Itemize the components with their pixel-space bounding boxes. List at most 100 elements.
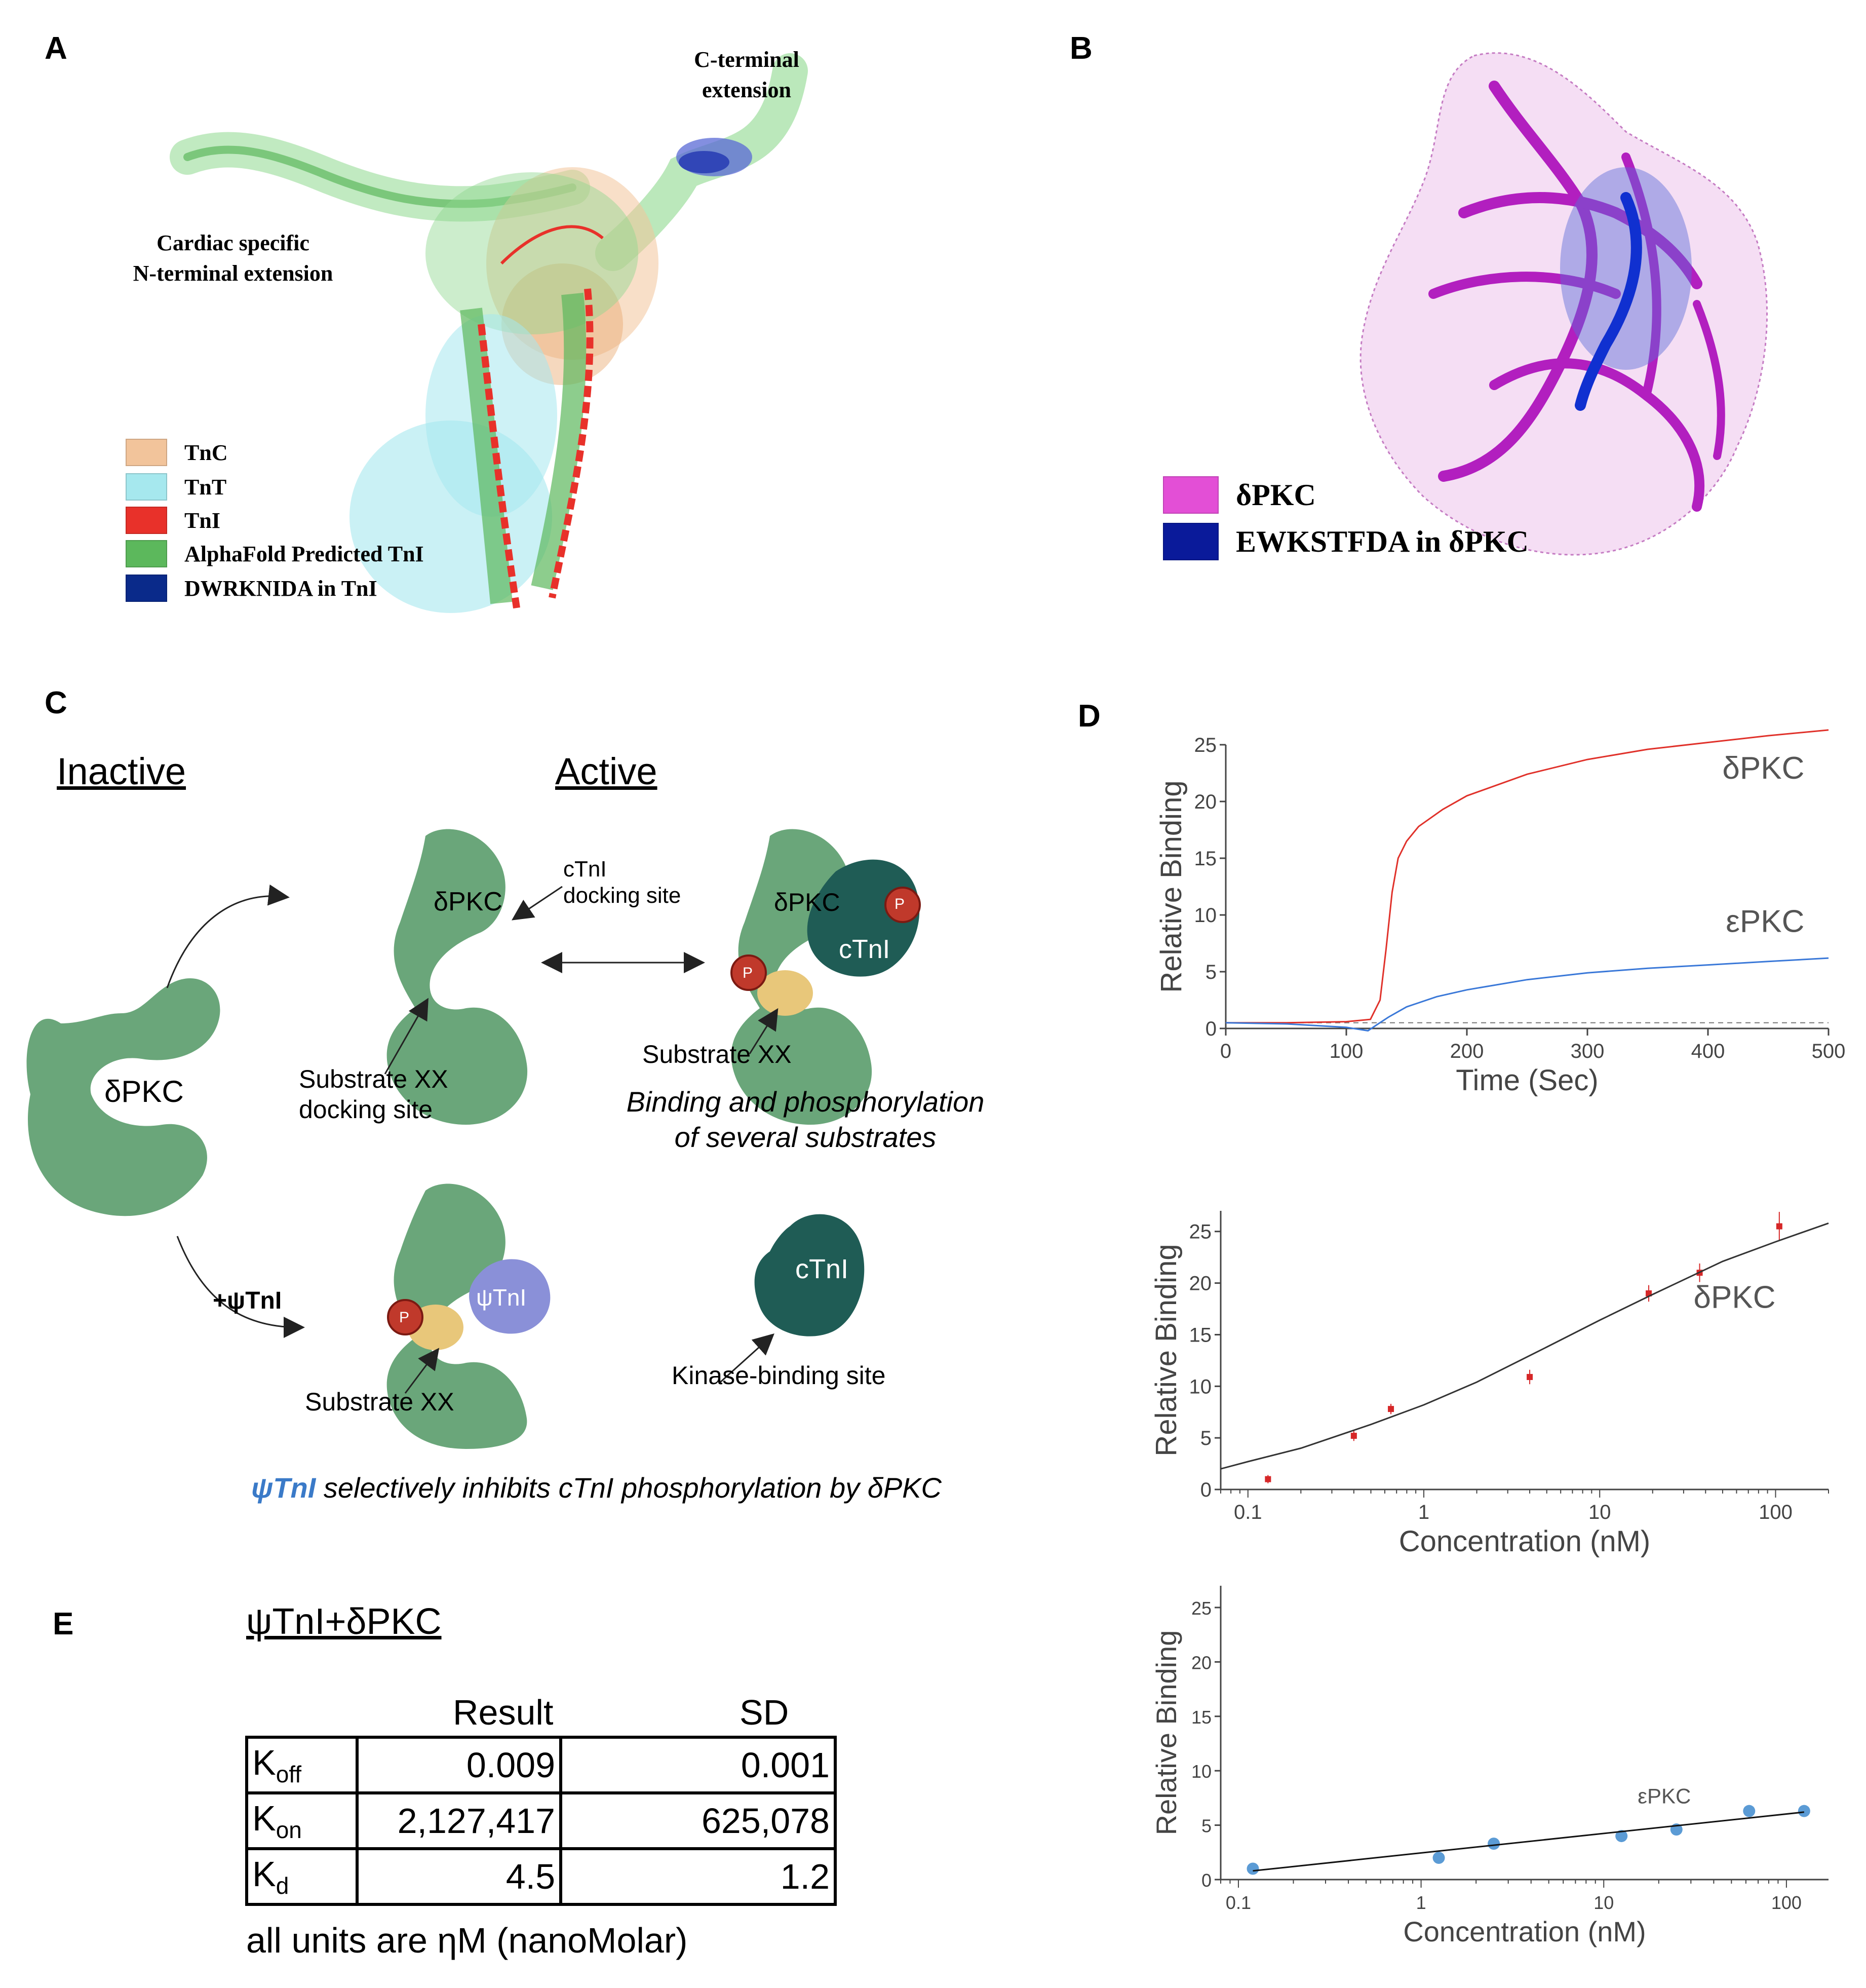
koff-result: 0.009 [356, 1736, 562, 1794]
ctni-bottom-label: cTnI [795, 1254, 849, 1284]
x-tick-label: 10 [1588, 1501, 1611, 1523]
data-point [1265, 1476, 1271, 1482]
psi-tni-blob-label: ψTnI [476, 1284, 527, 1311]
inactive-heading: Inactive [57, 750, 186, 792]
p-badge-3: P [399, 1309, 410, 1326]
y-tick-label: 10 [1194, 904, 1217, 927]
legend-swatch [126, 439, 167, 466]
psi-tni-caption: ψTnI selectively inhibits cTnI phosphory… [251, 1472, 942, 1504]
kd-sd: 1.2 [559, 1847, 837, 1906]
y-tick-label: 25 [1194, 734, 1217, 756]
dpkc-right-label: δPKC [774, 888, 840, 916]
x-axis-label: Time (Sec) [1456, 1064, 1598, 1097]
series-label: εPKC [1638, 1784, 1691, 1808]
legend-swatch [126, 507, 167, 534]
row-name-kon: Kon [245, 1791, 359, 1850]
legend-dwrknida: DWRKNIDA in TnI [126, 575, 377, 602]
x-axis-label: Concentration (nM) [1403, 1916, 1646, 1947]
x-tick-label: 0.1 [1226, 1892, 1251, 1913]
x-tick-label: 100 [1771, 1892, 1802, 1913]
y-tick-label: 20 [1191, 1652, 1212, 1673]
x-tick-label: 10 [1593, 1892, 1614, 1913]
panel-d-label: D [1078, 699, 1101, 734]
y-tick-label: 5 [1201, 1816, 1212, 1837]
kon-result: 2,127,417 [356, 1791, 562, 1850]
kinetics-table: Koff 0.009 0.001 Kon 2,127,417 625,078 K… [245, 1736, 837, 1906]
x-tick-label: 100 [1759, 1501, 1793, 1523]
p-badge-2: P [743, 965, 753, 981]
dpkc-big-label: δPKC [104, 1075, 184, 1108]
y-tick-label: 0 [1201, 1870, 1212, 1891]
data-point [1776, 1223, 1782, 1230]
y-tick-label: 0 [1200, 1479, 1212, 1501]
row-name-kd: Kd [245, 1847, 359, 1906]
data-point [1432, 1852, 1445, 1864]
p-badge-1: P [895, 896, 905, 912]
x-tick-label: 200 [1450, 1040, 1484, 1062]
y-tick-label: 15 [1194, 848, 1217, 870]
fit-line [1253, 1811, 1804, 1872]
n-terminal-label: Cardiac specific N-terminal extension [133, 231, 333, 286]
panel-c-label: C [45, 685, 67, 720]
y-tick-label: 25 [1189, 1221, 1212, 1243]
ctni-docking-label: cTnI docking site [563, 857, 681, 908]
psi-tni-arrow-label: +ψTnI [213, 1287, 282, 1314]
substrate-docking-label: Substrate XX docking site [299, 1065, 448, 1124]
data-point [1798, 1805, 1810, 1817]
dpkc-mechanism-diagram [26, 829, 921, 1449]
kd-result: 4.5 [356, 1847, 562, 1906]
data-point [1488, 1838, 1500, 1850]
substrate-bottom-label: Substrate XX [305, 1388, 454, 1416]
series-label: δPKC [1693, 1280, 1775, 1315]
legend-swatch [1163, 476, 1219, 514]
legend-tnt: TnT [126, 473, 226, 501]
y-axis-label: Relative Binding [1150, 1630, 1182, 1836]
legend-dpkc: δPKC [1163, 476, 1316, 514]
time-binding-chart: 0 5 10 15 20 25 0 100 200 300 400 500 Time (Sec) Rela… [1155, 729, 1846, 1097]
x-axis-label: Concentration (nM) [1399, 1525, 1650, 1558]
series-label: εPKC [1726, 904, 1804, 939]
kinase-binding-label: Kinase-binding site [672, 1361, 886, 1390]
active-heading: Active [555, 750, 657, 792]
table-title: ψTnI+δPKC [246, 1601, 442, 1642]
x-tick-label: 500 [1812, 1040, 1846, 1062]
koff-sd: 0.001 [559, 1736, 837, 1794]
panel-a-label: A [45, 31, 67, 66]
x-tick-label: 100 [1330, 1040, 1364, 1062]
x-tick-label: 1 [1418, 1501, 1429, 1523]
c-terminal-label: C-terminal extension [694, 47, 799, 102]
col-sd-header: SD [740, 1693, 789, 1732]
troponin-structure-image [170, 53, 808, 613]
x-tick-label: 0.1 [1234, 1501, 1262, 1523]
dpkc-mid-label: δPKC [434, 887, 502, 916]
y-tick-label: 5 [1200, 1427, 1212, 1449]
dpkc-structure-image [1359, 52, 1768, 556]
data-point [1247, 1862, 1259, 1875]
data-point [1350, 1433, 1357, 1439]
x-tick-label: 1 [1416, 1892, 1426, 1913]
x-tick-label: 400 [1691, 1040, 1725, 1062]
y-tick-label: 20 [1194, 791, 1217, 813]
legend-swatch [126, 540, 167, 567]
series-line [1226, 729, 1829, 1024]
data-point [1527, 1373, 1533, 1380]
x-tick-label: 0 [1220, 1040, 1231, 1062]
kon-sd: 625,078 [559, 1791, 837, 1850]
x-tick-label: 300 [1571, 1040, 1605, 1062]
series-line [1225, 957, 1829, 1032]
panel-b-label: B [1070, 31, 1093, 66]
substrate-right-label: Substrate XX [642, 1040, 792, 1068]
y-tick-label: 10 [1191, 1761, 1212, 1782]
fit-line [1220, 1222, 1829, 1470]
legend-swatch [126, 575, 167, 602]
data-point [1388, 1406, 1394, 1412]
table-row: Kd 4.5 1.2 [245, 1847, 837, 1906]
legend-swatch [126, 473, 167, 501]
ctni-right-label: cTnI [839, 935, 890, 964]
epkc-concentration-chart: 0 5 10 15 20 25 0.1 1 10 100 Concentration (nM) Rel… [1150, 1586, 1829, 1947]
dpkc-concentration-chart: 0 5 10 15 20 25 0.1 1 10 100 Concentration (nM) Rel… [1150, 1211, 1829, 1558]
y-tick-label: 0 [1206, 1018, 1217, 1040]
legend-swatch [1163, 523, 1219, 560]
col-result-header: Result [453, 1693, 554, 1732]
legend-ewkstfda: EWKSTFDA in δPKC [1163, 523, 1529, 560]
